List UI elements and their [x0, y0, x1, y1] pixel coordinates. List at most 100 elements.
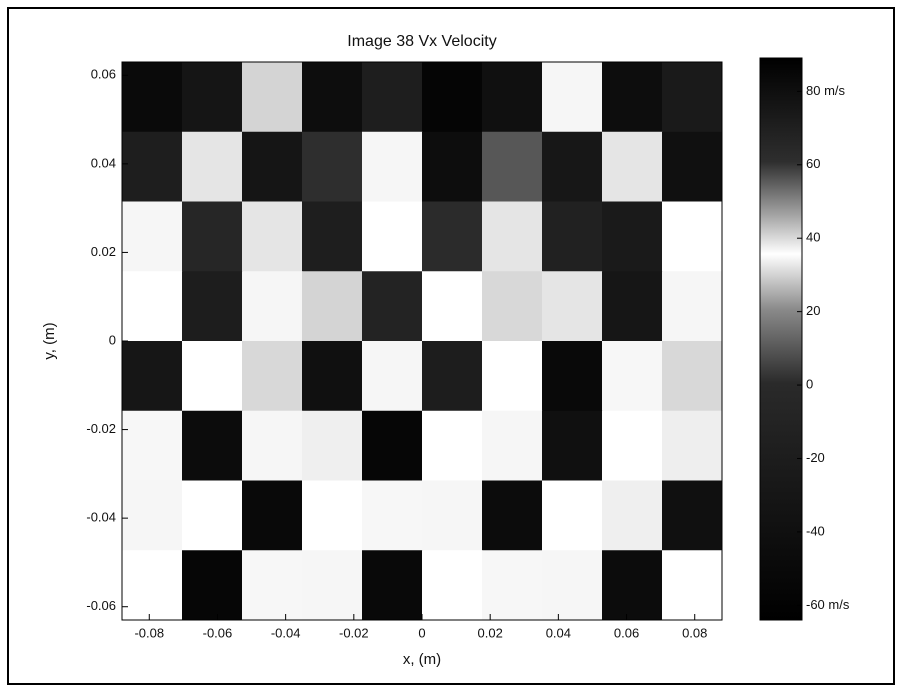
heatmap-cell — [482, 341, 543, 412]
heatmap-cell — [362, 62, 423, 133]
heatmap-cell — [362, 201, 423, 272]
x-tick-label: 0.08 — [682, 625, 707, 640]
heatmap-cell — [602, 341, 663, 412]
heatmap-cell — [302, 201, 363, 272]
heatmap-cell — [602, 271, 663, 342]
heatmap-cell — [362, 550, 423, 621]
heatmap-cell — [662, 480, 723, 551]
heatmap-cell — [422, 480, 483, 551]
heatmap-cell — [422, 131, 483, 202]
heatmap-cell — [242, 62, 303, 133]
heatmap-cell — [122, 341, 183, 412]
heatmap-cell — [122, 480, 183, 551]
heatmap-cell — [602, 480, 663, 551]
heatmap-cell — [302, 62, 363, 133]
heatmap-cell — [242, 410, 303, 481]
heatmap-cell — [662, 341, 723, 412]
chart-title: Image 38 Vx Velocity — [347, 33, 496, 50]
heatmap-cell — [122, 62, 183, 133]
heatmap-cell — [422, 410, 483, 481]
x-tick-label: 0.04 — [546, 625, 571, 640]
heatmap-cell — [602, 410, 663, 481]
heatmap-cell — [242, 201, 303, 272]
y-tick-label: -0.02 — [86, 421, 116, 436]
x-tick-label: -0.02 — [339, 625, 369, 640]
heatmap-cell — [662, 131, 723, 202]
heatmap-cell — [602, 201, 663, 272]
x-tick-label: -0.08 — [134, 625, 164, 640]
y-tick-label: 0.04 — [91, 155, 116, 170]
colorbar-tick-label: -40 — [806, 523, 825, 538]
heatmap-cell — [422, 201, 483, 272]
heatmap-cell — [182, 131, 243, 202]
y-axis-label: y, (m) — [41, 322, 58, 359]
colorbar-tick-label: 40 — [806, 230, 820, 245]
heatmap-cell — [122, 201, 183, 272]
heatmap-cell — [542, 341, 603, 412]
heatmap-cell — [602, 131, 663, 202]
heatmap-cell — [302, 410, 363, 481]
heatmap-cell — [482, 62, 543, 133]
heatmap-cell — [182, 410, 243, 481]
heatmap-cell — [122, 550, 183, 621]
heatmap-cell — [422, 271, 483, 342]
heatmap-cell — [182, 62, 243, 133]
heatmap-cell — [662, 201, 723, 272]
y-tick-label: 0 — [109, 332, 116, 347]
y-tick-label: -0.06 — [86, 598, 116, 613]
heatmap-cell — [542, 131, 603, 202]
heatmap-cell — [182, 201, 243, 272]
heatmap-cell — [542, 410, 603, 481]
heatmap-cell — [302, 341, 363, 412]
colorbar-tick-label: 20 — [806, 303, 820, 318]
heatmap-cell — [542, 271, 603, 342]
heatmap-cell — [122, 271, 183, 342]
heatmap-cell — [242, 341, 303, 412]
heatmap-cell — [182, 550, 243, 621]
heatmap-cell — [662, 550, 723, 621]
heatmap-cell — [302, 271, 363, 342]
heatmap-cell — [602, 550, 663, 621]
heatmap-cell — [662, 62, 723, 133]
x-tick-label: -0.06 — [203, 625, 233, 640]
heatmap-cell — [482, 550, 543, 621]
x-axis-label: x, (m) — [403, 651, 441, 668]
heatmap-cell — [422, 550, 483, 621]
heatmap-cell — [662, 271, 723, 342]
heatmap-cell — [302, 131, 363, 202]
heatmap-cell — [362, 131, 423, 202]
colorbar-tick-label: 0 — [806, 376, 813, 391]
y-tick-label: 0.02 — [91, 244, 116, 259]
x-tick-label: 0 — [418, 625, 425, 640]
colorbar — [759, 57, 803, 621]
x-tick-label: -0.04 — [271, 625, 301, 640]
heatmap-cell — [482, 271, 543, 342]
heatmap-cell — [662, 410, 723, 481]
heatmap-cell — [482, 131, 543, 202]
heatmap-cell — [362, 341, 423, 412]
colorbar-tick-label: 60 — [806, 156, 820, 171]
y-tick-label: -0.04 — [86, 510, 116, 525]
colorbar-tick-label: 80 m/s — [806, 83, 846, 98]
heatmap-cell — [242, 550, 303, 621]
heatmap-cell — [302, 550, 363, 621]
heatmap-cell — [542, 480, 603, 551]
heatmap-cell — [542, 550, 603, 621]
colorbar-tick-label: -60 m/s — [806, 597, 850, 612]
colorbar-tick-label: -20 — [806, 450, 825, 465]
x-tick-label: 0.02 — [478, 625, 503, 640]
heatmap-cell — [482, 410, 543, 481]
heatmap-cell — [482, 201, 543, 272]
heatmap-cell — [182, 341, 243, 412]
heatmap-cell — [362, 271, 423, 342]
heatmap-cell — [542, 201, 603, 272]
x-tick-label: 0.06 — [614, 625, 639, 640]
heatmap-cell — [302, 480, 363, 551]
heatmap-cell — [242, 131, 303, 202]
heatmap-cell — [122, 410, 183, 481]
heatmap-cell — [122, 131, 183, 202]
heatmap-cell — [182, 271, 243, 342]
heatmap-cell — [362, 410, 423, 481]
